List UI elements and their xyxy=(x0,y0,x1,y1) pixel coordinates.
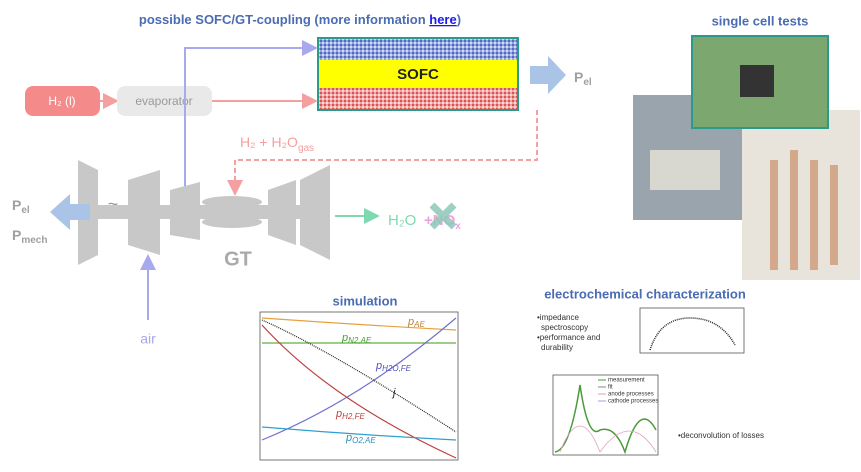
symbol: P xyxy=(12,197,21,213)
p-el-out: Pel xyxy=(574,69,592,88)
generator-symbol: ~ xyxy=(108,194,119,214)
compressor xyxy=(170,182,200,240)
subscript: H2,FE xyxy=(342,412,365,421)
symbol: P xyxy=(12,227,21,243)
symbol: p xyxy=(341,332,348,344)
panel-title: electrochemical characterization xyxy=(544,286,746,301)
page: possible SOFC/GT-coupling (more informat… xyxy=(0,0,861,467)
fuel-exhaust: H₂ + H₂Ogas xyxy=(240,134,314,154)
combustor xyxy=(202,216,262,228)
subscript: x xyxy=(455,221,461,232)
subscript: el xyxy=(583,77,592,88)
legend-entry: cathode processes xyxy=(608,399,658,405)
title: possible SOFC/GT-coupling (more informat… xyxy=(139,12,461,27)
formula: H₂ + H₂O xyxy=(240,134,298,150)
bullets: •impedance spectroscopy •performance and… xyxy=(537,313,600,352)
air-label: air xyxy=(140,331,156,347)
compressor xyxy=(128,170,160,255)
exhaust-path xyxy=(235,110,537,192)
bullet: •impedance xyxy=(537,313,579,322)
symbol: p xyxy=(375,360,382,372)
subscript: mech xyxy=(21,235,47,246)
photo xyxy=(742,110,860,280)
photo-detail xyxy=(650,150,720,190)
title-text: possible SOFC/GT-coupling (more informat… xyxy=(139,12,429,27)
bullet: spectroscopy xyxy=(541,323,588,332)
link[interactable]: here xyxy=(429,12,456,27)
anode-layer xyxy=(318,38,518,60)
legend-entry: measurement xyxy=(608,378,645,384)
panel-title: single cell tests xyxy=(712,13,809,28)
bullet: •performance and xyxy=(537,333,600,342)
panel-title: simulation xyxy=(332,293,397,308)
nyquist-curve xyxy=(650,318,735,350)
subscript: gas xyxy=(298,143,314,154)
sofc-label: SOFC xyxy=(397,66,439,83)
subscript: el xyxy=(21,205,30,216)
subscript: H2O,FE xyxy=(382,364,412,373)
subscript: AE xyxy=(413,320,425,329)
photo-detail xyxy=(740,65,774,97)
turbine xyxy=(300,165,330,260)
legend: measurement fit anode processes cathode … xyxy=(598,378,658,405)
note: •deconvolution of losses xyxy=(678,431,764,440)
p-el: Pel xyxy=(12,197,30,216)
p-mech: Pmech xyxy=(12,227,47,246)
bullet: durability xyxy=(541,343,573,352)
title-text: ) xyxy=(457,12,461,27)
plot-frame xyxy=(640,308,744,353)
power-arrow xyxy=(530,56,566,94)
gt-label: GT xyxy=(224,248,252,270)
subscript: O2,AE xyxy=(352,436,376,445)
legend-entry: anode processes xyxy=(608,392,654,398)
h2-label: H₂ (l) xyxy=(48,94,75,108)
symbol: p xyxy=(407,316,414,328)
symbol: P xyxy=(574,69,583,85)
symbol: p xyxy=(335,408,342,420)
air-path xyxy=(185,48,314,192)
h2o-label: H₂O xyxy=(388,212,416,229)
turbine xyxy=(268,180,296,245)
combustor xyxy=(202,196,262,208)
legend-entry: fit xyxy=(608,385,613,391)
subscript: N2,AE xyxy=(348,336,372,345)
cathode-layer xyxy=(318,88,518,110)
symbol: p xyxy=(345,432,352,444)
